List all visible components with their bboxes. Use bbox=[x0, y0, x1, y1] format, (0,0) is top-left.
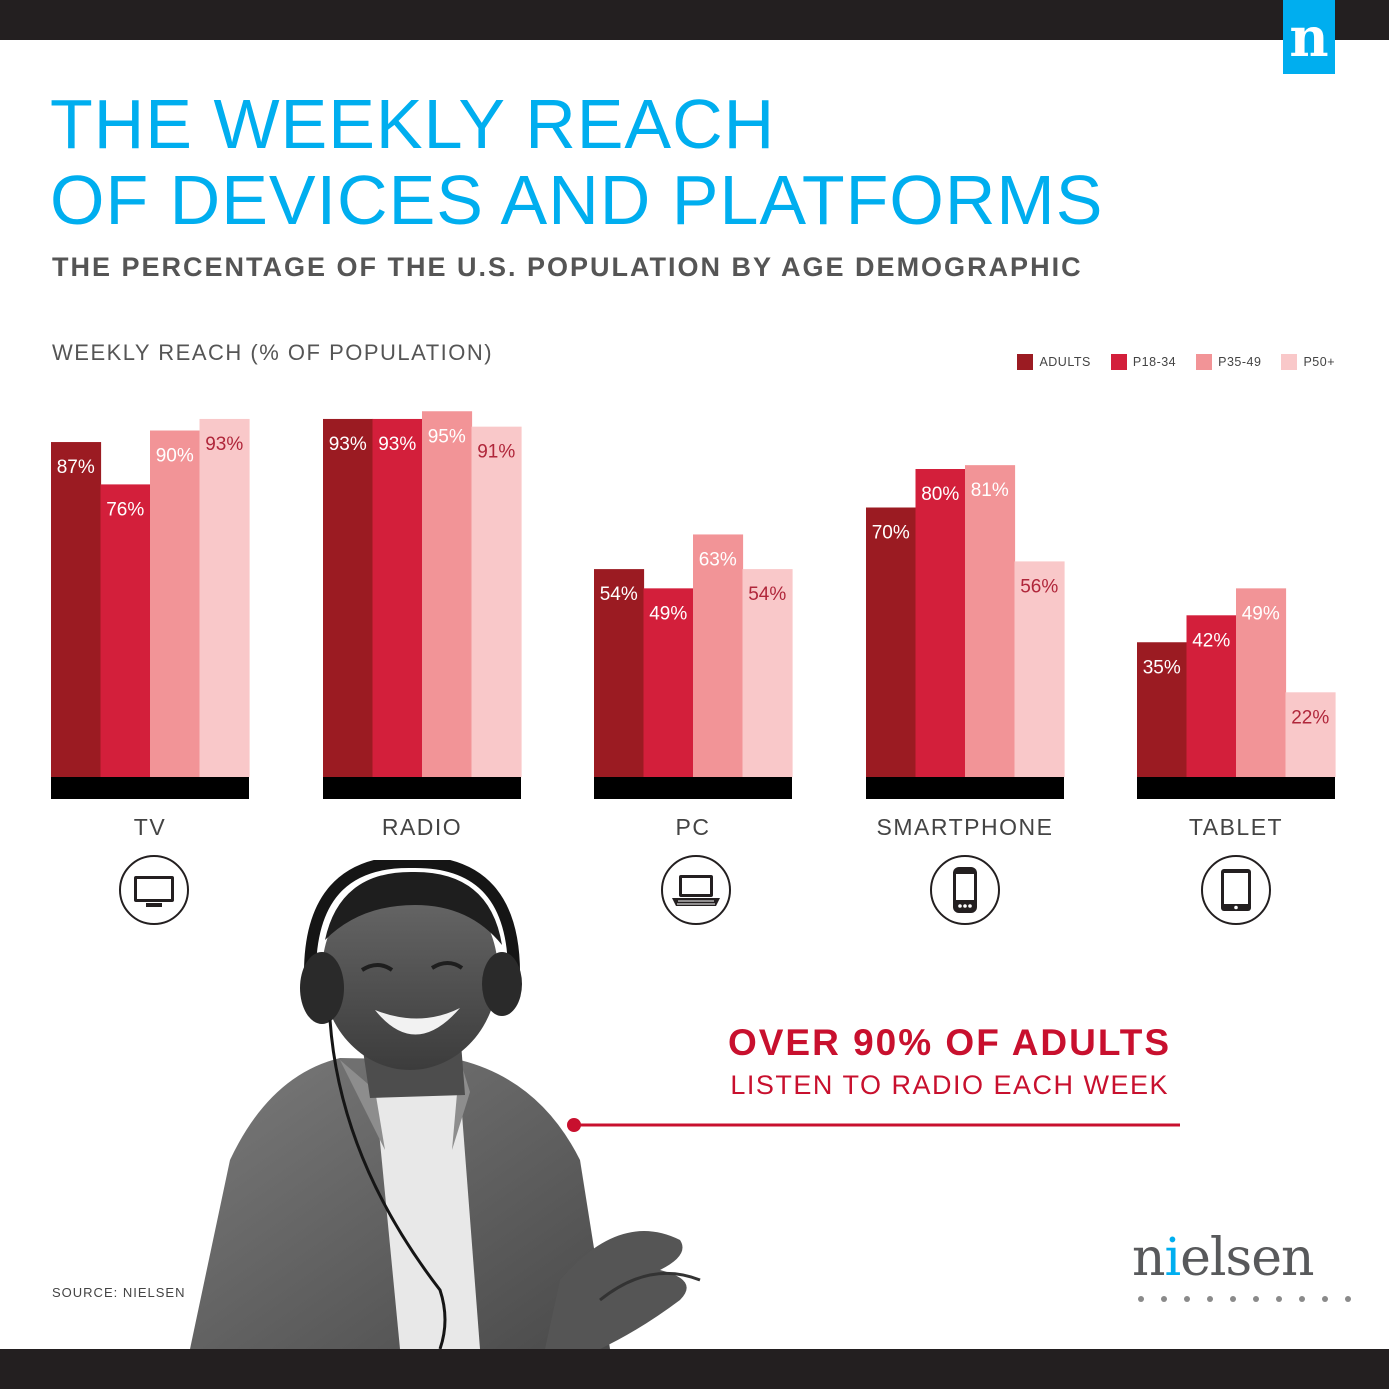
bar-label-pc-adults: 54% bbox=[600, 584, 638, 605]
legend-label-p35-49: P35-49 bbox=[1218, 355, 1262, 369]
bar-label-tablet-p50-plus: 22% bbox=[1291, 707, 1329, 728]
legend-item-p18-34: P18-34 bbox=[1110, 354, 1177, 370]
category-base-tablet bbox=[1137, 777, 1335, 799]
legend-swatch-adults bbox=[1017, 354, 1034, 370]
bar-pc-p50-plus bbox=[742, 569, 793, 777]
top-bar bbox=[0, 0, 1389, 40]
bar-label-pc-p35-49: 63% bbox=[699, 549, 737, 570]
category-label-radio: RADIO bbox=[382, 814, 462, 840]
bar-pc-p18-34 bbox=[643, 588, 694, 777]
bar-label-tv-adults: 87% bbox=[57, 457, 95, 478]
man-with-headphones-photo bbox=[40, 855, 740, 1354]
bar-label-tv-p35-49: 90% bbox=[156, 446, 194, 467]
callout-headline: OVER 90% OF ADULTS bbox=[727, 1022, 1171, 1063]
category-label-tablet: TABLET bbox=[1189, 814, 1283, 840]
legend-item-adults: ADULTS bbox=[1017, 354, 1090, 370]
laptop-icon bbox=[660, 854, 732, 931]
category-base-radio bbox=[323, 777, 521, 799]
page-subtitle: THE PERCENTAGE OF THE U.S. POPULATION BY… bbox=[52, 252, 1083, 282]
bar-smartphone-adults bbox=[866, 507, 917, 777]
category-label-pc: PC bbox=[676, 814, 711, 840]
bar-tablet-adults bbox=[1137, 642, 1188, 777]
bar-tv-p35-49 bbox=[150, 430, 201, 777]
bar-tablet-p50-plus bbox=[1285, 692, 1336, 777]
bar-label-radio-p35-49: 95% bbox=[428, 426, 466, 447]
bar-tablet-p18-34 bbox=[1186, 615, 1237, 777]
category-base-pc bbox=[594, 777, 792, 799]
bar-label-radio-p18-34: 93% bbox=[378, 434, 416, 455]
category-label-tv: TV bbox=[134, 814, 166, 840]
bar-radio-p35-49 bbox=[422, 411, 473, 777]
bar-label-smartphone-p18-34: 80% bbox=[921, 484, 959, 505]
bar-label-tablet-p18-34: 42% bbox=[1192, 630, 1230, 651]
bar-label-smartphone-p35-49: 81% bbox=[971, 480, 1009, 501]
logo-dot-row bbox=[1138, 1296, 1351, 1302]
title-line-2: OF DEVICES AND PLATFORMS bbox=[50, 161, 1104, 239]
source-note: SOURCE: NIELSEN bbox=[52, 1285, 186, 1300]
bar-chart: 87% 76% 90% 93% TV 93% 93% 95% 91% RADIO 54% 49% 63%… bbox=[51, 411, 1336, 840]
page-title: THE WEEKLY REACH OF DEVICES AND PLATFORM… bbox=[50, 86, 1103, 238]
legend-swatch-p50-plus bbox=[1281, 354, 1298, 370]
bar-label-pc-p50-plus: 54% bbox=[748, 584, 786, 605]
bar-label-pc-p18-34: 49% bbox=[649, 603, 687, 624]
logo-text-first: n bbox=[1132, 1228, 1165, 1288]
title-line-1: THE WEEKLY REACH bbox=[50, 85, 776, 163]
bar-radio-p50-plus bbox=[471, 426, 522, 777]
category-label-smartphone: SMARTPHONE bbox=[877, 814, 1054, 840]
legend-label-adults: ADULTS bbox=[1039, 355, 1091, 369]
legend-swatch-p35-49 bbox=[1196, 354, 1213, 370]
tv-icon bbox=[118, 854, 190, 931]
bar-label-smartphone-p50-plus: 56% bbox=[1020, 576, 1058, 597]
legend-swatch-p18-34 bbox=[1110, 354, 1127, 370]
nielsen-logo: nielsen bbox=[1132, 1228, 1315, 1288]
bar-tv-p50-plus bbox=[199, 418, 250, 777]
chart-legend: ADULTS P18-34 P35-49 P50+ bbox=[1017, 354, 1335, 370]
bar-label-tv-p18-34: 76% bbox=[106, 499, 144, 520]
category-base-smartphone bbox=[866, 777, 1064, 799]
bar-pc-adults bbox=[594, 569, 645, 777]
bar-label-smartphone-adults: 70% bbox=[872, 523, 910, 544]
callout-pointer-line bbox=[567, 1118, 1180, 1132]
bar-smartphone-p50-plus bbox=[1014, 561, 1065, 777]
bar-label-tv-p50-plus: 93% bbox=[205, 434, 243, 455]
bar-radio-adults bbox=[323, 418, 374, 777]
bar-pc-p35-49 bbox=[693, 534, 744, 777]
bottom-bar bbox=[0, 1349, 1389, 1389]
logo-text-accent: i bbox=[1164, 1228, 1182, 1288]
y-axis-title: WEEKLY REACH (% OF POPULATION) bbox=[52, 340, 494, 365]
bar-label-tablet-p35-49: 49% bbox=[1242, 603, 1280, 624]
bar-label-tablet-adults: 35% bbox=[1143, 657, 1181, 678]
bar-tablet-p35-49 bbox=[1236, 588, 1287, 777]
callout-subline: LISTEN TO RADIO EACH WEEK bbox=[730, 1070, 1169, 1100]
bar-radio-p18-34 bbox=[372, 418, 423, 777]
logo-text-rest: elsen bbox=[1180, 1228, 1314, 1288]
legend-label-p18-34: P18-34 bbox=[1132, 355, 1177, 369]
tablet-icon bbox=[1200, 854, 1272, 931]
bar-tv-p18-34 bbox=[100, 484, 151, 777]
legend-label-p50-plus: P50+ bbox=[1303, 355, 1335, 369]
bar-label-radio-p50-plus: 91% bbox=[477, 442, 515, 463]
nielsen-badge-logo: n bbox=[1283, 0, 1335, 74]
legend-item-p35-49: P35-49 bbox=[1196, 354, 1261, 370]
bar-smartphone-p35-49 bbox=[965, 465, 1016, 777]
bar-smartphone-p18-34 bbox=[915, 469, 966, 777]
bar-tv-adults bbox=[51, 442, 102, 777]
category-base-tv bbox=[51, 777, 249, 799]
smartphone-icon bbox=[929, 854, 1001, 931]
legend-item-p50-plus: P50+ bbox=[1281, 354, 1335, 370]
bar-label-radio-adults: 93% bbox=[329, 434, 367, 455]
